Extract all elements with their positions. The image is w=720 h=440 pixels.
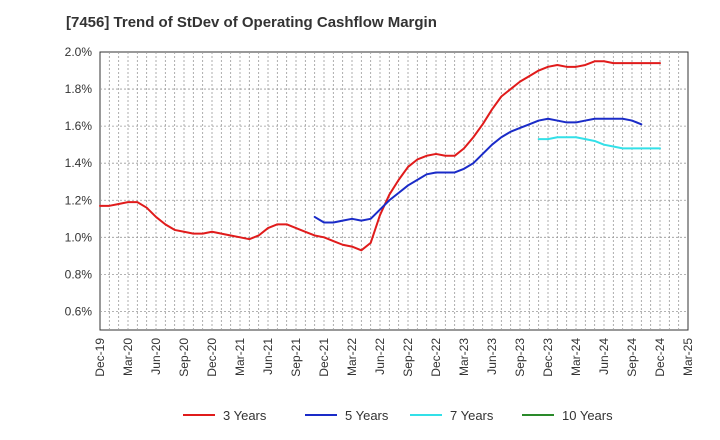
- chart-title: [7456] Trend of StDev of Operating Cashf…: [66, 14, 437, 31]
- legend-label: 5 Years: [345, 408, 389, 423]
- x-tick-label: Jun-23: [485, 338, 499, 375]
- x-tick-label: Dec-21: [317, 338, 331, 377]
- x-tick-label: Sep-23: [513, 338, 527, 377]
- y-tick-label: 0.6%: [65, 304, 93, 318]
- x-tick-label: Mar-25: [681, 338, 695, 376]
- x-tick-label: Mar-21: [233, 338, 247, 376]
- y-tick-label: 1.4%: [65, 156, 93, 170]
- series-line-3-years: [99, 60, 661, 252]
- y-tick-label: 1.8%: [65, 82, 93, 96]
- x-tick-label: Dec-20: [205, 338, 219, 377]
- plot-border: [99, 51, 689, 331]
- x-tick-label: Jun-21: [261, 338, 275, 375]
- x-tick-label: Dec-19: [93, 338, 107, 377]
- y-axis-ticks: 0.6% 0.8% 1.0% 1.2% 1.4% 1.6% 1.8% 2.0%: [65, 45, 93, 318]
- x-tick-label: Mar-23: [457, 338, 471, 376]
- x-tick-label: Mar-24: [569, 338, 583, 376]
- legend-label: 3 Years: [223, 408, 267, 423]
- y-tick-label: 1.0%: [65, 230, 93, 244]
- legend-label: 7 Years: [450, 408, 494, 423]
- x-axis-ticks: Dec-19 Mar-20 Jun-20 Sep-20 Dec-20 Mar-21 Jun-…: [93, 338, 695, 377]
- x-tick-label: Sep-24: [625, 338, 639, 377]
- x-tick-label: Dec-22: [429, 338, 443, 377]
- x-tick-label: Jun-22: [373, 338, 387, 375]
- grid-lines: [100, 52, 688, 330]
- x-tick-label: Sep-22: [401, 338, 415, 377]
- x-tick-label: Jun-20: [149, 338, 163, 375]
- series-line-7-years: [537, 136, 661, 150]
- x-tick-label: Jun-24: [597, 338, 611, 375]
- x-tick-label: Sep-20: [177, 338, 191, 377]
- x-tick-label: Sep-21: [289, 338, 303, 377]
- series-lines: [99, 60, 661, 252]
- legend: 3 Years 5 Years 7 Years 10 Years: [183, 408, 613, 423]
- y-tick-label: 1.2%: [65, 193, 93, 207]
- y-tick-label: 2.0%: [65, 45, 93, 59]
- x-tick-label: Dec-23: [541, 338, 555, 377]
- series-line-5-years: [313, 117, 643, 224]
- plot-area: [99, 51, 689, 331]
- x-tick-label: Mar-20: [121, 338, 135, 376]
- x-tick-label: Dec-24: [653, 338, 667, 377]
- y-tick-label: 0.8%: [65, 267, 93, 281]
- y-tick-label: 1.6%: [65, 119, 93, 133]
- legend-label: 10 Years: [562, 408, 613, 423]
- x-tick-label: Mar-22: [345, 338, 359, 376]
